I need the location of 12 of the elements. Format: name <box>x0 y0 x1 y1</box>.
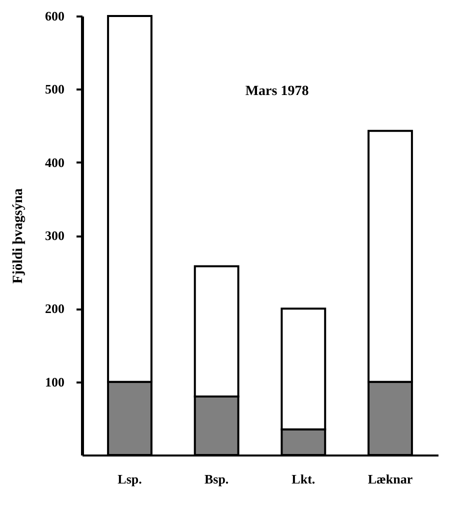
y-tick-label: 500 <box>45 82 64 97</box>
y-tick-label: 400 <box>45 154 64 170</box>
x-tick-label: Lkt. <box>292 472 316 486</box>
x-tick-label: Lsp. <box>118 472 142 486</box>
y-tick-label: 100 <box>45 374 64 390</box>
y-tick-label: 600 <box>45 8 64 24</box>
y-tick-label: 200 <box>45 301 64 316</box>
y-axis-title: Fjöldi þvagsýna <box>11 188 26 284</box>
x-tick-label: Bsp. <box>204 472 229 486</box>
x-tick-label: Læknar <box>368 472 413 486</box>
y-tick-label: 300 <box>45 228 64 243</box>
annotation: Mars 1978 <box>245 84 309 99</box>
